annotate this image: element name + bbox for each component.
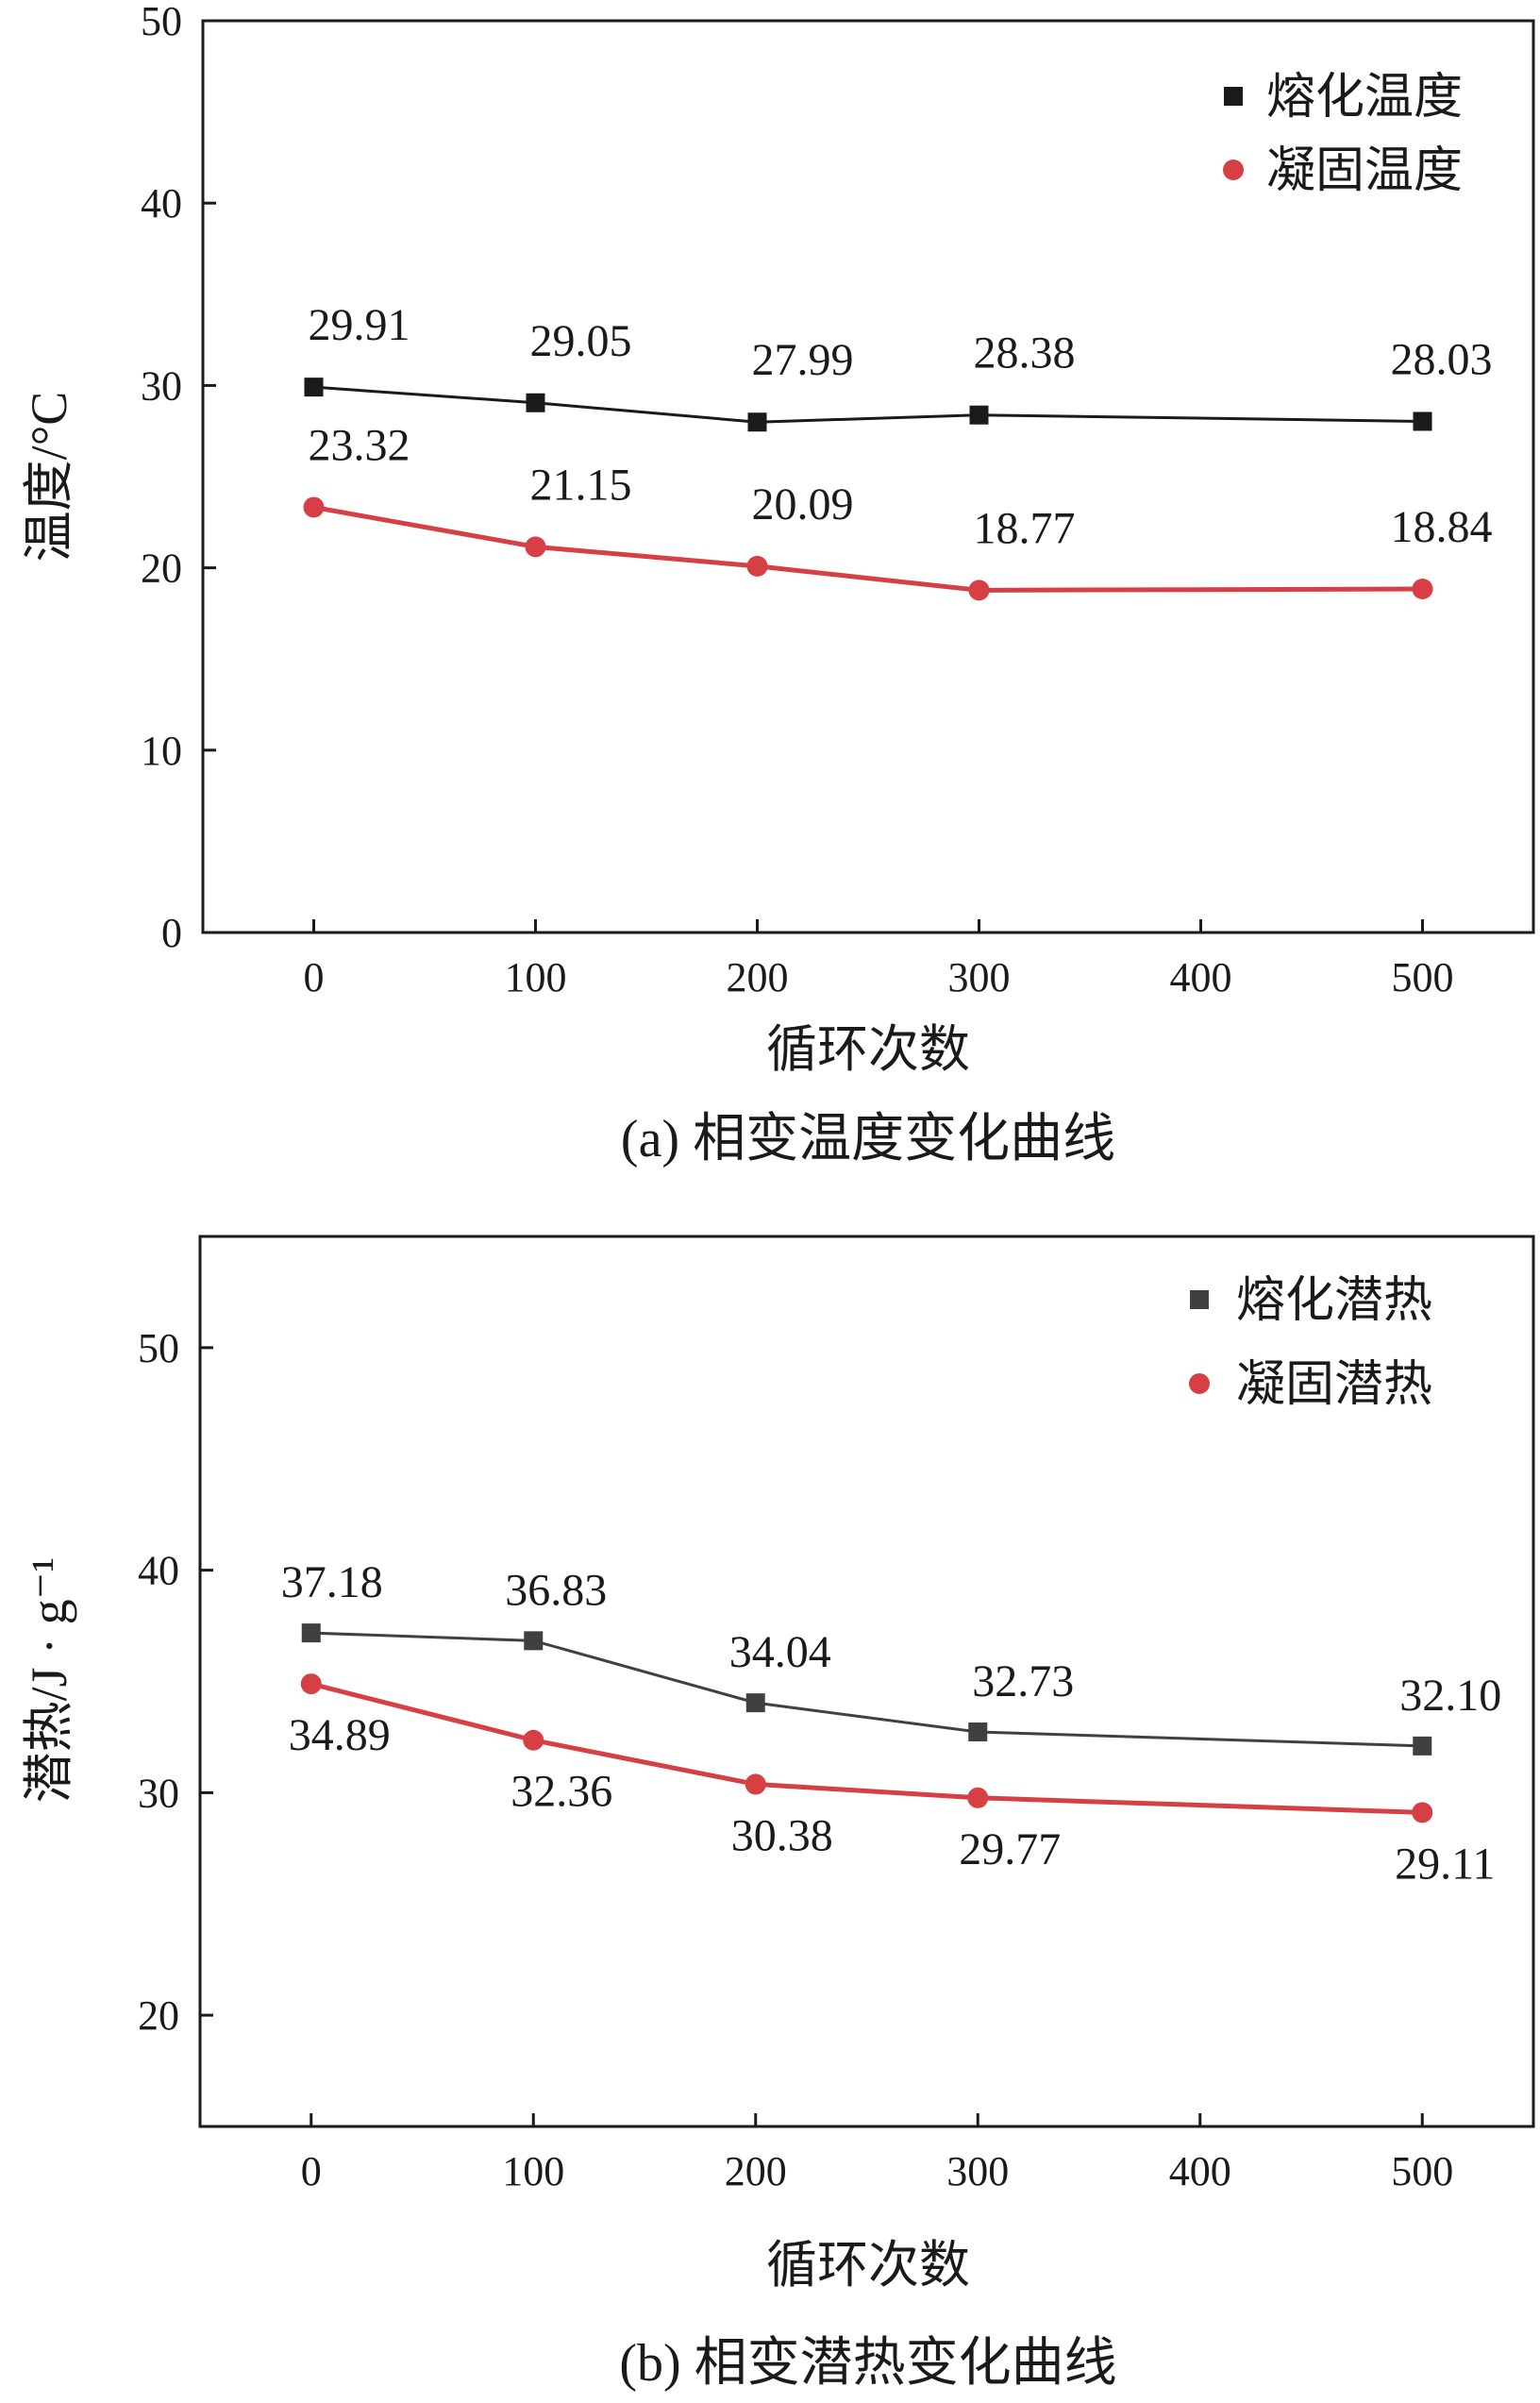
y-tick-label: 20 [138, 1992, 179, 2039]
chart-a-frame [201, 19, 1535, 934]
legend-item-solidification-heat: 凝固潜热 [1236, 1358, 1432, 1412]
data-label: 32.10 [1399, 1671, 1501, 1721]
data-point [1413, 1736, 1432, 1756]
legend-marker-square [1190, 1290, 1209, 1309]
chart-b-legend: 熔化潜热 凝固潜热 [1189, 1274, 1432, 1412]
x-tick-label: 300 [946, 2148, 1009, 2194]
data-label: 28.38 [974, 328, 1076, 378]
y-tick-label: 0 [161, 910, 182, 956]
chart-a-x-axis-label: 循环次数 [766, 1021, 970, 1078]
data-point [745, 1693, 765, 1713]
x-tick-label: 200 [725, 2148, 787, 2194]
legend-marker-circle [1189, 1373, 1210, 1394]
chart-b-data-labels: 37.18 36.83 34.04 32.73 32.10 34.89 32.36 30.38… [281, 1557, 1502, 1889]
data-label: 32.73 [972, 1656, 1074, 1706]
data-point [304, 378, 324, 397]
x-tick-label: 300 [948, 954, 1011, 1000]
data-point [967, 1787, 989, 1808]
series-line-1 [313, 504, 1423, 593]
x-tick-label: 500 [1392, 954, 1454, 1000]
x-tick-label: 100 [505, 954, 567, 1000]
data-point [747, 412, 767, 432]
chart-b-frame [198, 1235, 1535, 2128]
x-tick-label: 400 [1169, 2148, 1231, 2194]
chart-b-caption: (b) 相变潜热变化曲线 [619, 2334, 1116, 2393]
chart-a-y-ticks: 0 10 20 30 40 50 [141, 0, 216, 956]
y-tick-label: 40 [138, 1548, 179, 1594]
data-point [524, 1631, 544, 1651]
data-label: 29.05 [530, 316, 632, 366]
chart-b: 20 30 40 50 0 100 200 300 400 500 37.18 36.83 34.0… [21, 1235, 1535, 2393]
legend-marker-square [1224, 87, 1243, 106]
data-point [968, 580, 990, 601]
chart-a-series [303, 378, 1433, 601]
y-tick-label: 50 [138, 1325, 179, 1371]
series-line-0 [310, 1631, 1423, 1748]
data-point [523, 1729, 544, 1751]
legend-item-melting-temp: 熔化温度 [1266, 71, 1463, 125]
x-tick-label: 500 [1391, 2148, 1453, 2194]
y-tick-label: 50 [141, 0, 182, 44]
legend-marker-circle [1223, 160, 1244, 180]
chart-b-x-ticks: 0 100 200 300 400 500 [301, 2113, 1453, 2194]
y-tick-label: 40 [141, 180, 182, 227]
data-label: 29.11 [1395, 1839, 1495, 1889]
data-label: 18.84 [1391, 502, 1493, 552]
chart-a-caption: (a) 相变温度变化曲线 [621, 1110, 1115, 1168]
chart-a-legend: 熔化温度 凝固温度 [1223, 71, 1463, 198]
chart-a-data-labels: 29.91 29.05 27.99 28.38 28.03 23.32 21.15 20.09… [309, 300, 1493, 553]
y-tick-label: 30 [141, 362, 182, 409]
data-label: 34.04 [729, 1627, 831, 1677]
data-label: 27.99 [752, 335, 854, 385]
x-tick-label: 0 [304, 954, 325, 1000]
data-point [1413, 412, 1432, 431]
y-tick-label: 30 [138, 1770, 179, 1816]
x-tick-label: 0 [301, 2148, 322, 2194]
data-point [969, 405, 989, 425]
chart-b-y-ticks: 20 30 40 50 [138, 1325, 213, 2039]
data-point [301, 1623, 321, 1643]
data-point [745, 1773, 766, 1795]
data-point [1412, 579, 1433, 600]
data-point [525, 536, 546, 558]
data-label: 37.18 [281, 1557, 383, 1607]
legend-item-melting-heat: 熔化潜热 [1236, 1274, 1432, 1328]
data-label: 36.83 [505, 1565, 607, 1615]
series-line-0 [313, 385, 1423, 424]
series-line-1 [310, 1681, 1423, 1815]
data-label: 23.32 [309, 420, 410, 470]
data-point [746, 555, 768, 577]
x-tick-label: 100 [502, 2148, 564, 2194]
chart-b-series [300, 1623, 1433, 1823]
data-label: 29.91 [309, 300, 410, 350]
legend-item-solidification-temp: 凝固温度 [1266, 144, 1463, 198]
data-label: 34.89 [289, 1710, 391, 1760]
chart-b-y-axis-label: 潜热/J · g⁻¹ [21, 1557, 77, 1804]
data-label: 32.36 [511, 1767, 612, 1817]
y-tick-label: 10 [141, 728, 182, 774]
data-label: 30.38 [731, 1810, 833, 1860]
chart-a-y-axis-label: 温度/°C [21, 392, 77, 563]
y-tick-label: 20 [141, 546, 182, 592]
data-label: 21.15 [530, 460, 632, 510]
data-point [968, 1722, 988, 1742]
data-point [1412, 1802, 1433, 1823]
data-label: 20.09 [752, 479, 854, 529]
data-label: 28.03 [1391, 334, 1493, 384]
x-tick-label: 200 [727, 954, 789, 1000]
data-label: 18.77 [974, 503, 1076, 553]
data-point [526, 393, 545, 412]
data-point [303, 496, 325, 518]
data-point [300, 1673, 322, 1695]
data-label: 29.77 [959, 1824, 1061, 1874]
chart-a-x-ticks: 0 100 200 300 400 500 [304, 919, 1454, 1000]
chart-b-x-axis-label: 循环次数 [766, 2237, 970, 2294]
x-tick-label: 400 [1170, 954, 1232, 1000]
